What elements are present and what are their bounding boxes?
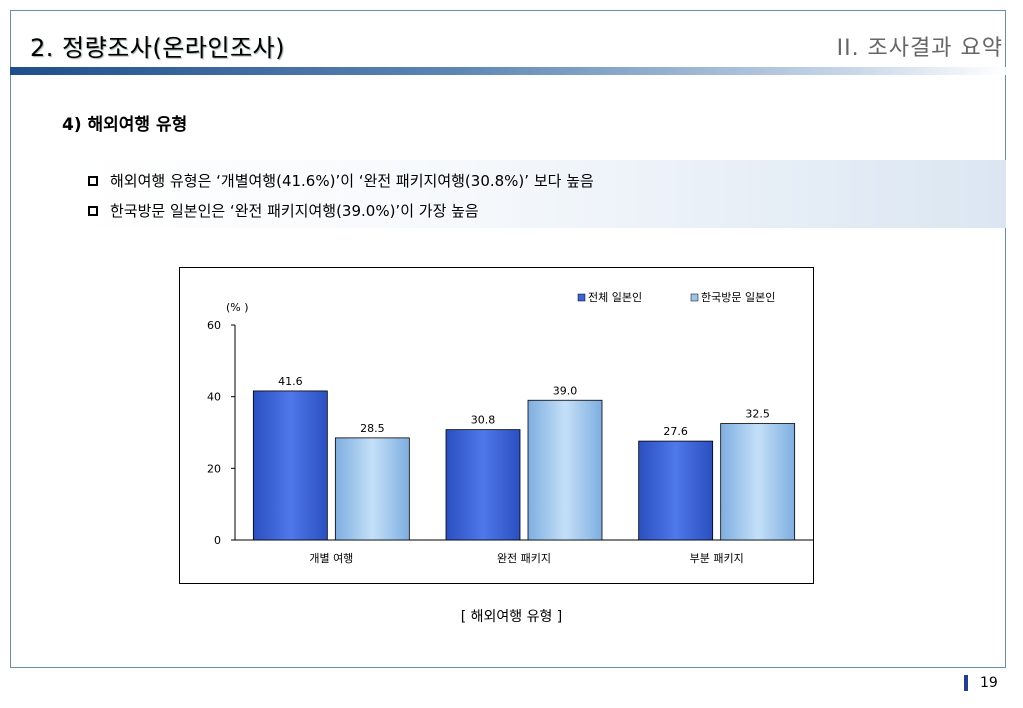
y-tick-label: 0: [214, 534, 221, 547]
slide-title: 2. 정량조사(온라인조사): [30, 34, 285, 62]
bar: [252, 390, 328, 541]
x-tick-label: 부분 패키지: [690, 552, 744, 565]
chart-legend: 전체 일본인 한국방문 일본인: [577, 290, 775, 304]
summary-item: 한국방문 일본인은 ‘완전 패키지여행(39.0%)’이 가장 높음: [88, 200, 479, 221]
x-tick-label: 완전 패키지: [497, 552, 551, 565]
section-label: II. 조사결과 요약: [836, 36, 1003, 61]
legend-label: 한국방문 일본인: [701, 290, 775, 304]
slide-frame: [10, 10, 1006, 668]
legend-swatch: [690, 293, 699, 302]
title-underline-bar: [10, 67, 1006, 75]
bar: [527, 399, 603, 541]
bar: [638, 440, 714, 541]
data-label: 30.8: [471, 414, 496, 427]
legend-swatch: [577, 293, 586, 302]
data-label: 32.5: [745, 408, 770, 421]
chart-caption: [ 해외여행 유형 ]: [460, 609, 563, 625]
page-number: 19: [980, 675, 998, 691]
x-tick-label: 개별 여행: [309, 552, 353, 565]
summary-item: 해외여행 유형은 ‘개별여행(41.6%)’이 ‘완전 패키지여행(30.8%)…: [88, 170, 594, 191]
checkbox-bullet-icon: [88, 205, 98, 216]
bar: [334, 437, 410, 541]
y-tick-label: 20: [207, 462, 221, 475]
data-label: 27.6: [663, 425, 688, 438]
bar: [445, 429, 521, 541]
y-tick-label: 60: [207, 319, 221, 332]
summary-box: [78, 160, 1006, 228]
y-axis-label: (% ): [226, 301, 249, 314]
page-mark: [964, 675, 968, 691]
data-label: 41.6: [278, 375, 303, 388]
checkbox-bullet-icon: [88, 175, 98, 186]
y-tick-label: 40: [207, 391, 221, 404]
summary-item-text: 한국방문 일본인은 ‘완전 패키지여행(39.0%)’이 가장 높음: [110, 202, 479, 220]
legend-label: 전체 일본인: [588, 290, 642, 304]
summary-item-text: 해외여행 유형은 ‘개별여행(41.6%)’이 ‘완전 패키지여행(30.8%)…: [110, 172, 594, 190]
bar: [720, 423, 796, 541]
data-label: 39.0: [553, 384, 578, 397]
bar-chart: (% ) 0 20 40 60 41.6 28.5 30.8 39.0 27.6 32.5 개별…: [207, 290, 813, 565]
section-heading: 4) 해외여행 유형: [62, 115, 188, 135]
data-label: 28.5: [360, 422, 385, 435]
chart-frame: (% ) 0 20 40 60 41.6 28.5 30.8 39.0 27.6 32.5 개별…: [179, 267, 814, 584]
